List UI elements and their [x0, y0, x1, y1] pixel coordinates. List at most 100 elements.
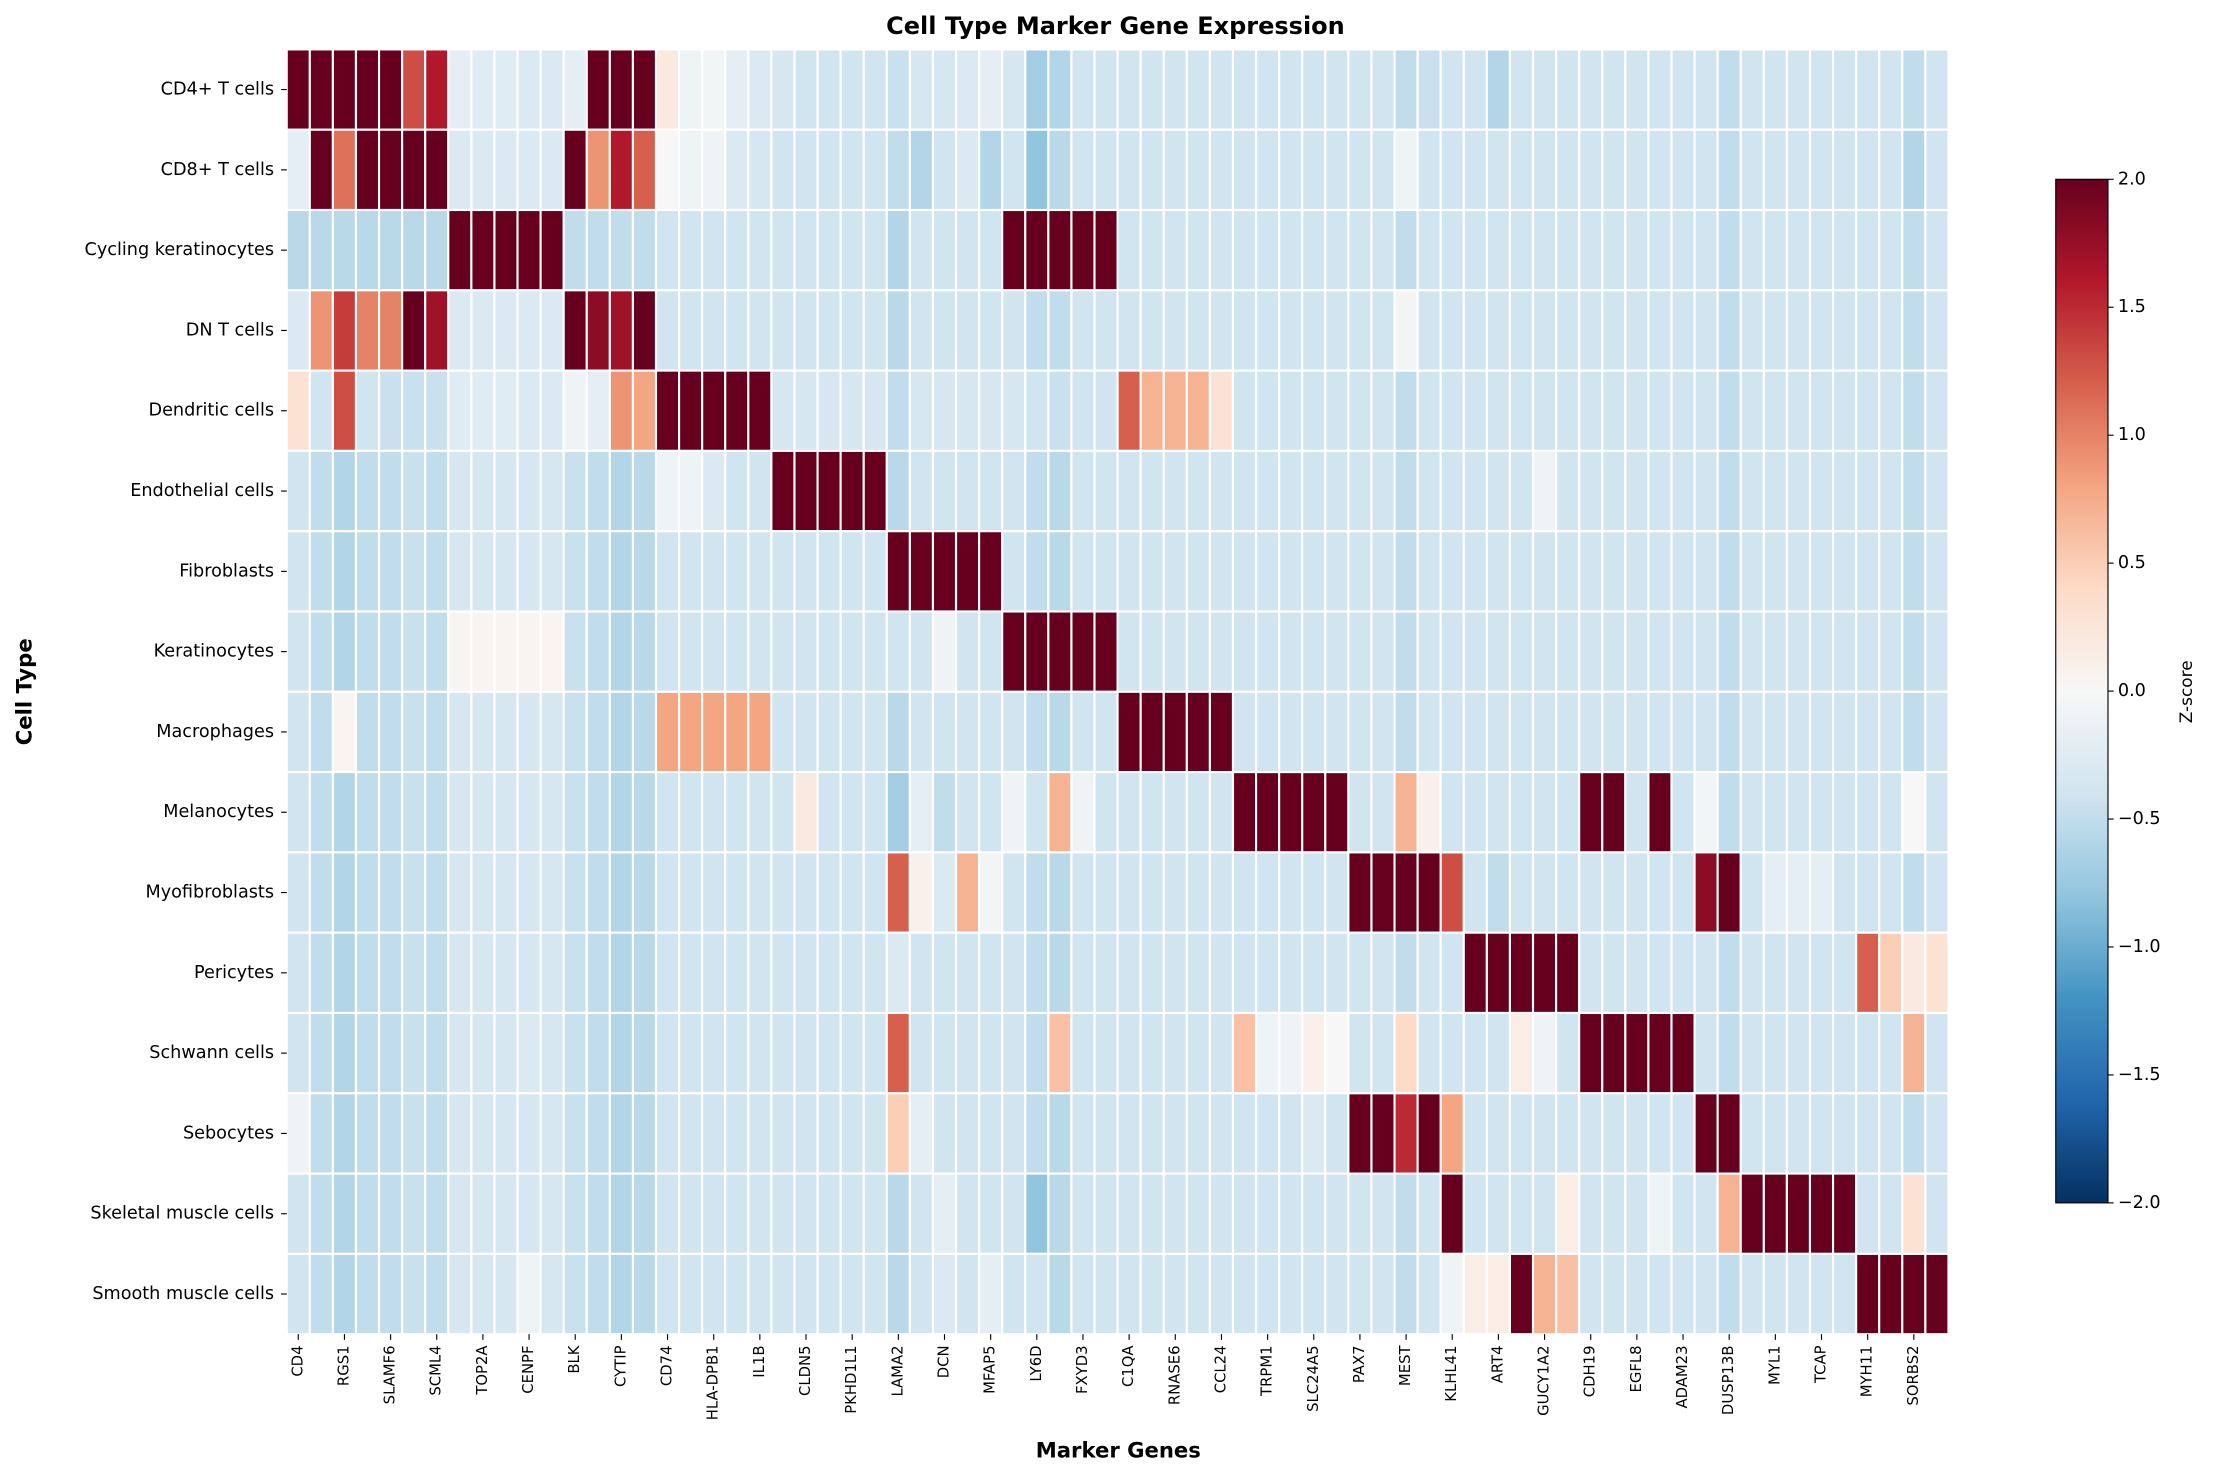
heatmap-cell: [701, 449, 727, 533]
heatmap-cell: [1070, 48, 1096, 131]
heatmap-cell: [1116, 1092, 1142, 1175]
heatmap-cell: [585, 771, 611, 854]
heatmap-cell: [1693, 931, 1719, 1015]
heatmap-cell: [839, 851, 865, 934]
heatmap-cell: [1762, 1011, 1788, 1095]
heatmap-cell: [585, 851, 611, 934]
heatmap-cell: [424, 1252, 450, 1336]
heatmap-cell: [1762, 449, 1788, 533]
heatmap-cell: [885, 530, 911, 613]
x-tick-label: SORBS2: [1905, 1345, 1922, 1405]
heatmap-cell: [1301, 610, 1327, 693]
heatmap-cell: [1070, 1092, 1096, 1175]
heatmap-cell: [1324, 1172, 1350, 1255]
heatmap-cell: [1439, 369, 1465, 452]
heatmap-cell: [1001, 931, 1027, 1015]
heatmap-cell: [470, 690, 496, 774]
heatmap-cell: [1324, 610, 1350, 693]
heatmap-cell: [954, 48, 981, 131]
heatmap-cell: [1601, 1092, 1627, 1175]
heatmap-cell: [1670, 1252, 1696, 1336]
heatmap-cell: [1578, 48, 1604, 131]
heatmap-cell: [447, 128, 473, 212]
heatmap-cell: [1855, 1092, 1881, 1175]
heatmap-cell: [1162, 208, 1188, 292]
heatmap-cell: [1878, 610, 1904, 693]
heatmap-cell: [1924, 690, 1950, 774]
x-tick-label: CLDN5: [797, 1345, 814, 1396]
heatmap-cell: [839, 931, 865, 1015]
heatmap-cell: [331, 1011, 358, 1095]
heatmap-cell: [1624, 48, 1650, 131]
heatmap-cell: [1808, 1172, 1835, 1255]
heatmap-cell: [1785, 1011, 1812, 1095]
heatmap-cell: [862, 1011, 888, 1095]
heatmap-cell: [1116, 369, 1142, 452]
heatmap-cell: [1231, 208, 1258, 292]
heatmap-cell: [401, 1092, 427, 1175]
heatmap-cell: [1762, 208, 1788, 292]
heatmap-cell: [1024, 208, 1050, 292]
heatmap-cell: [1278, 1092, 1304, 1175]
heatmap-cell: [1370, 128, 1396, 212]
x-tick-label: EGFL8: [1628, 1345, 1645, 1392]
heatmap-cell: [539, 128, 565, 212]
heatmap-cell: [1855, 1252, 1881, 1336]
y-tick-label: Pericytes: [194, 963, 274, 983]
heatmap-cell: [470, 771, 496, 854]
heatmap-cell: [1324, 208, 1350, 292]
heatmap-cell: [608, 48, 634, 131]
heatmap-cell: [1531, 610, 1558, 693]
heatmap-cell: [1924, 1092, 1950, 1175]
x-tick-label: TOP2A: [474, 1345, 491, 1396]
heatmap-cell: [654, 610, 681, 693]
heatmap-cell: [1624, 610, 1650, 693]
heatmap-cell: [1716, 128, 1742, 212]
heatmap-cell: [1462, 690, 1488, 774]
heatmap-cell: [331, 690, 358, 774]
heatmap-cell: [1901, 128, 1927, 212]
heatmap-cell: [308, 369, 334, 452]
heatmap-cell: [1024, 931, 1050, 1015]
heatmap-cell: [447, 610, 473, 693]
heatmap-cell: [793, 931, 819, 1015]
heatmap-cell: [931, 530, 958, 613]
heatmap-cell: [1762, 1172, 1788, 1255]
heatmap-cell: [1255, 449, 1281, 533]
heatmap-cell: [585, 289, 611, 372]
heatmap-cell: [631, 128, 658, 212]
heatmap-cell: [1231, 610, 1258, 693]
x-tick-label: SCML4: [428, 1345, 445, 1395]
heatmap-cell: [1831, 771, 1858, 854]
heatmap-cell: [862, 530, 888, 613]
heatmap-cell: [978, 771, 1004, 854]
heatmap-cell: [1070, 208, 1096, 292]
heatmap-cell: [747, 1172, 773, 1255]
heatmap-cell: [539, 449, 565, 533]
heatmap-cell: [1716, 1011, 1742, 1095]
heatmap-cell: [1808, 48, 1835, 131]
heatmap-cell: [470, 931, 496, 1015]
heatmap-cell: [1070, 1011, 1096, 1095]
heatmap-cell: [285, 1092, 311, 1175]
heatmap-cell: [1047, 690, 1073, 774]
heatmap-cell: [1301, 851, 1327, 934]
heatmap-cell: [493, 289, 519, 372]
heatmap-cell: [1301, 1092, 1327, 1175]
heatmap-cell: [1231, 530, 1258, 613]
heatmap-cell: [862, 1092, 888, 1175]
heatmap-cell: [1670, 208, 1696, 292]
heatmap-cell: [493, 1252, 519, 1336]
heatmap-cell: [585, 1252, 611, 1336]
heatmap-cell: [631, 530, 658, 613]
heatmap-cell: [424, 771, 450, 854]
heatmap-cell: [516, 690, 542, 774]
heatmap-cell: [1739, 48, 1765, 131]
heatmap-cell: [1785, 690, 1812, 774]
heatmap-cell: [308, 128, 334, 212]
heatmap-cell: [354, 851, 381, 934]
heatmap-cell: [1347, 369, 1373, 452]
heatmap-cell: [1393, 1011, 1419, 1095]
heatmap-cell: [724, 851, 750, 934]
heatmap-cell: [1416, 771, 1442, 854]
